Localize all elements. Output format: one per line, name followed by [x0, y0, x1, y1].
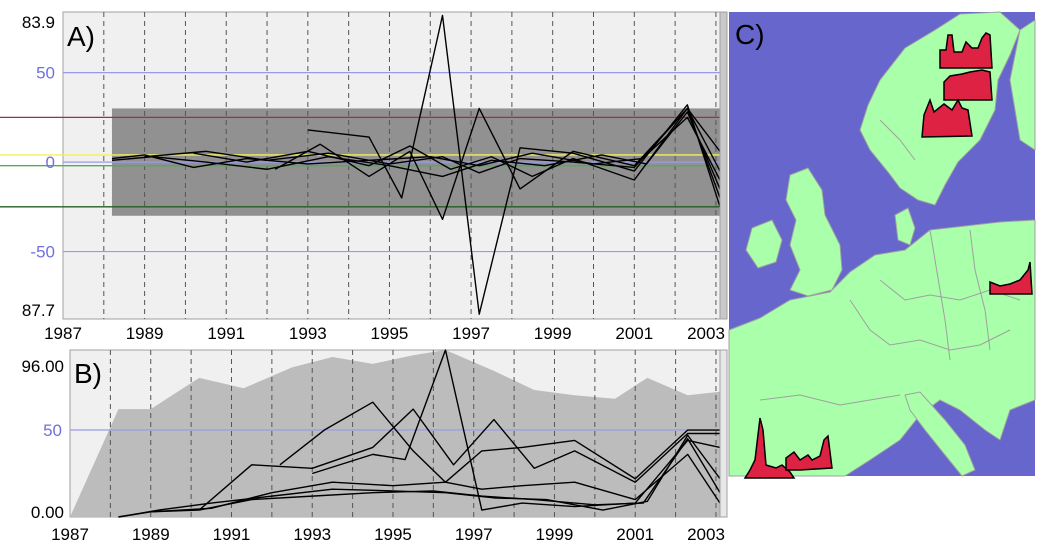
x-tick-label: 1999 [534, 324, 572, 343]
panel-b-series-layer [118, 349, 721, 518]
panel-a-right-scrollbar[interactable] [719, 11, 728, 320]
panel-b-right-edge [719, 349, 728, 518]
x-tick-label: 1987 [51, 525, 89, 544]
x-tick-label: 1993 [289, 324, 327, 343]
y-guide-label: 0 [46, 153, 55, 172]
x-tick-label: 1997 [455, 525, 493, 544]
map-border-line [849, 299, 1011, 351]
panel-a-x-tick-labels: 1987 1989 1991 1993 1995 1997 1999 2001 2003 [44, 324, 725, 343]
y-guide-label: 50 [36, 64, 55, 83]
panel-b-grid [109, 350, 717, 517]
x-tick-label: 1987 [44, 324, 82, 343]
map-histogram-glyph [921, 97, 973, 138]
y-guide-label: 50 [43, 421, 62, 440]
map-histogram-glyph [743, 417, 796, 479]
map-border-line [969, 229, 991, 351]
y-guide-label: -50 [30, 243, 55, 262]
panel-b-y-bottom-label: 0.00 [31, 503, 64, 522]
panel-a-y-guide-labels: 50 0 -50 [30, 64, 55, 262]
map-histogram-glyph [785, 434, 833, 471]
x-tick-label: 2001 [616, 525, 654, 544]
map-landmass-denmark [894, 207, 916, 246]
series-line [198, 408, 720, 511]
panel-c-map: C) [728, 11, 1036, 479]
map-border-line [879, 119, 916, 161]
x-tick-label: 1993 [293, 525, 331, 544]
panel-b-area [70, 350, 720, 517]
panel-c-label: C) [735, 19, 765, 50]
x-tick-label: 1991 [213, 525, 251, 544]
panel-a-y-bottom-label: 87.7 [22, 301, 55, 320]
map-border-line [929, 229, 951, 361]
x-tick-label: 2001 [615, 324, 653, 343]
x-tick-label: 1999 [536, 525, 574, 544]
panel-a: A) 83.9 87.7 50 0 -50 1987 1989 1991 1993 1995… [0, 11, 728, 343]
x-tick-label: 1989 [126, 324, 164, 343]
panel-a-label: A) [67, 21, 95, 52]
panel-a-y-top-label: 83.9 [22, 13, 55, 32]
x-tick-label: 1989 [132, 525, 170, 544]
map-landmass-italy [904, 391, 976, 477]
map-glyphs [743, 32, 1033, 479]
series-line [118, 434, 721, 518]
map-landmass-great-britain [785, 167, 843, 297]
panel-b-label: B) [74, 358, 102, 389]
map-landmass-finland [1009, 19, 1036, 151]
x-tick-label: 1995 [374, 525, 412, 544]
series-line [274, 107, 721, 221]
panel-a-series-layer [111, 14, 721, 315]
panel-b-y-guide-labels: 50 [43, 421, 62, 440]
map-landmass-ireland [745, 219, 783, 269]
map-histogram-glyph [943, 69, 993, 101]
panel-b-x-tick-labels: 1987 1989 1991 1993 1995 1997 1999 2001 2003 [51, 525, 725, 544]
series-line [279, 401, 720, 483]
map-histogram-glyph [989, 261, 1033, 295]
map-histogram-glyph [939, 32, 993, 69]
series-line [193, 107, 721, 181]
x-tick-label: 1997 [452, 324, 490, 343]
map-landmass-continent [728, 219, 1036, 477]
map-border-line [759, 394, 901, 406]
x-tick-label: 1991 [207, 324, 245, 343]
panel-b-y-top-label: 96.00 [21, 357, 64, 376]
series-line [312, 349, 721, 511]
panel-b: B) 96.00 0.00 50 1987 1989 1991 1993 1995 199… [21, 349, 728, 544]
x-tick-label: 2003 [687, 324, 725, 343]
x-tick-label: 1995 [371, 324, 409, 343]
x-tick-label: 2003 [687, 525, 725, 544]
